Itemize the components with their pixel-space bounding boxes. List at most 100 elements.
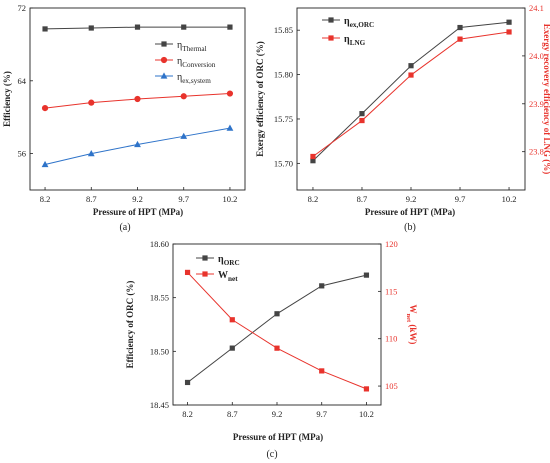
y-tick-label: 18.60 [150, 239, 169, 249]
y2-axis-label-main: W [408, 305, 418, 314]
legend-entry-1-main: η [344, 34, 350, 45]
data-point [184, 379, 191, 386]
y2-axis-label-unit: (kW) [408, 322, 418, 344]
legend-entry-1-main: η [177, 56, 182, 67]
legend-marker [161, 41, 167, 47]
data-point [227, 24, 233, 30]
y-tick-label: 15.80 [274, 70, 293, 80]
y2-tick-label: 120 [385, 239, 398, 249]
y-tick-label: 15.75 [274, 114, 293, 124]
data-point [310, 153, 316, 160]
y2-tick-label: 24.0 [529, 51, 544, 61]
y2-tick-label: 110 [385, 334, 397, 344]
legend-entry-0: ηThermal [177, 40, 207, 53]
y-axis-label: Efficiency (%) [2, 71, 12, 127]
legend-entry-0-sub: ORC [224, 259, 240, 267]
legend-marker [202, 271, 208, 277]
x-tick-label: 10.2 [359, 409, 374, 419]
legend-entry-1-main: W [218, 270, 228, 281]
x-tick-label: 9.7 [455, 194, 466, 204]
plot-frame [172, 243, 382, 406]
data-point [181, 24, 187, 30]
legend-entry-0-main: η [218, 254, 224, 265]
data-point [457, 36, 463, 42]
y-tick-label: 18.45 [150, 400, 169, 410]
x-tick-label: 9.2 [406, 194, 417, 204]
legend-entry-2-main: η [177, 72, 182, 83]
chart-c: 8.2 8.7 9.2 9.7 10.2 18.45 18.50 18.55 18.60 105 1… [125, 239, 418, 442]
legend-entry-0-sub: ex,ORC [350, 21, 375, 29]
y2-tick-label: 115 [385, 286, 397, 296]
data-point [506, 29, 512, 35]
data-point [229, 317, 235, 323]
x-axis-label: Pressure of HPT (MPa) [93, 207, 183, 217]
y-tick-label: 56 [18, 149, 27, 159]
data-point [41, 105, 49, 112]
x-tick-label: 9.2 [132, 194, 143, 204]
data-point [134, 24, 141, 30]
x-tick-label: 9.2 [272, 409, 283, 419]
legend-entry-2: ηex,system [177, 72, 211, 85]
legend-marker [160, 56, 168, 64]
y2-axis-label-sub: net [405, 314, 412, 323]
legend-marker [160, 72, 168, 79]
legend-entry-0-main: η [177, 40, 182, 51]
x-tick-label: 9.7 [316, 409, 327, 419]
y-tick-label: 15.70 [274, 158, 293, 168]
legend-entry-2-sub: ex,system [182, 77, 211, 85]
panel-label: (c) [266, 449, 277, 460]
x-tick-label: 8.7 [86, 194, 97, 204]
data-point [310, 158, 316, 164]
legend-entry-0-sub: Thermal [182, 45, 206, 53]
x-tick-label: 8.2 [40, 194, 51, 204]
x-tick-label: 10.2 [223, 194, 238, 204]
y-tick-label: 18.50 [150, 346, 169, 356]
y-axis-label: Efficiency of ORC (%) [125, 281, 135, 369]
data-point [134, 140, 141, 148]
y2-tick-label: 23.9 [529, 99, 544, 109]
data-point [87, 150, 95, 157]
legend-entry-0: ηORC [218, 254, 240, 267]
series-line-0 [187, 274, 367, 383]
y-tick-label: 72 [18, 3, 27, 13]
data-point [180, 132, 188, 139]
y-tick-label: 15.85 [274, 25, 293, 35]
data-point [226, 124, 234, 131]
data-point [184, 269, 191, 276]
legend-entry-1-sub: net [228, 275, 238, 283]
legend-marker [202, 255, 208, 261]
y2-tick-label: 105 [385, 381, 398, 391]
data-point [226, 90, 234, 97]
series-line-0 [312, 21, 510, 162]
series-line-1 [312, 31, 510, 157]
data-point [408, 72, 414, 78]
y-axis-label: Exergy efficiency of ORC (%) [255, 41, 265, 156]
data-point [408, 63, 414, 69]
x-axis-label: Pressure of HPT (MPa) [233, 432, 323, 442]
y-tick-label: 18.55 [150, 293, 169, 303]
data-point [180, 93, 187, 100]
legend-entry-1-sub: Conversion [182, 61, 216, 69]
data-point [359, 111, 365, 117]
y-tick-label: 64 [18, 76, 27, 86]
x-tick-label: 8.2 [182, 409, 193, 419]
panel-label: (b) [404, 222, 416, 233]
panel-label: (a) [119, 222, 130, 233]
data-point [319, 368, 325, 374]
legend-marker [328, 17, 334, 23]
series-line-1 [187, 272, 367, 390]
data-point [229, 345, 235, 351]
x-tick-label: 8.7 [227, 409, 238, 419]
legend-entry-1: ηLNG [344, 34, 366, 47]
legend-entry-0: ηex,ORC [344, 16, 374, 29]
legend-entry-1-sub: LNG [350, 39, 366, 47]
data-point [363, 386, 370, 392]
x-axis-label: Pressure of HPT (MPa) [365, 207, 455, 217]
chart-b: 8.2 8.7 9.2 9.7 10.2 15.70 15.75 15.80 15.85 23.8… [255, 3, 550, 217]
data-point [274, 311, 280, 317]
data-point [457, 24, 463, 31]
data-point [88, 25, 94, 31]
data-point [319, 283, 325, 289]
x-tick-label: 10.2 [502, 194, 517, 204]
